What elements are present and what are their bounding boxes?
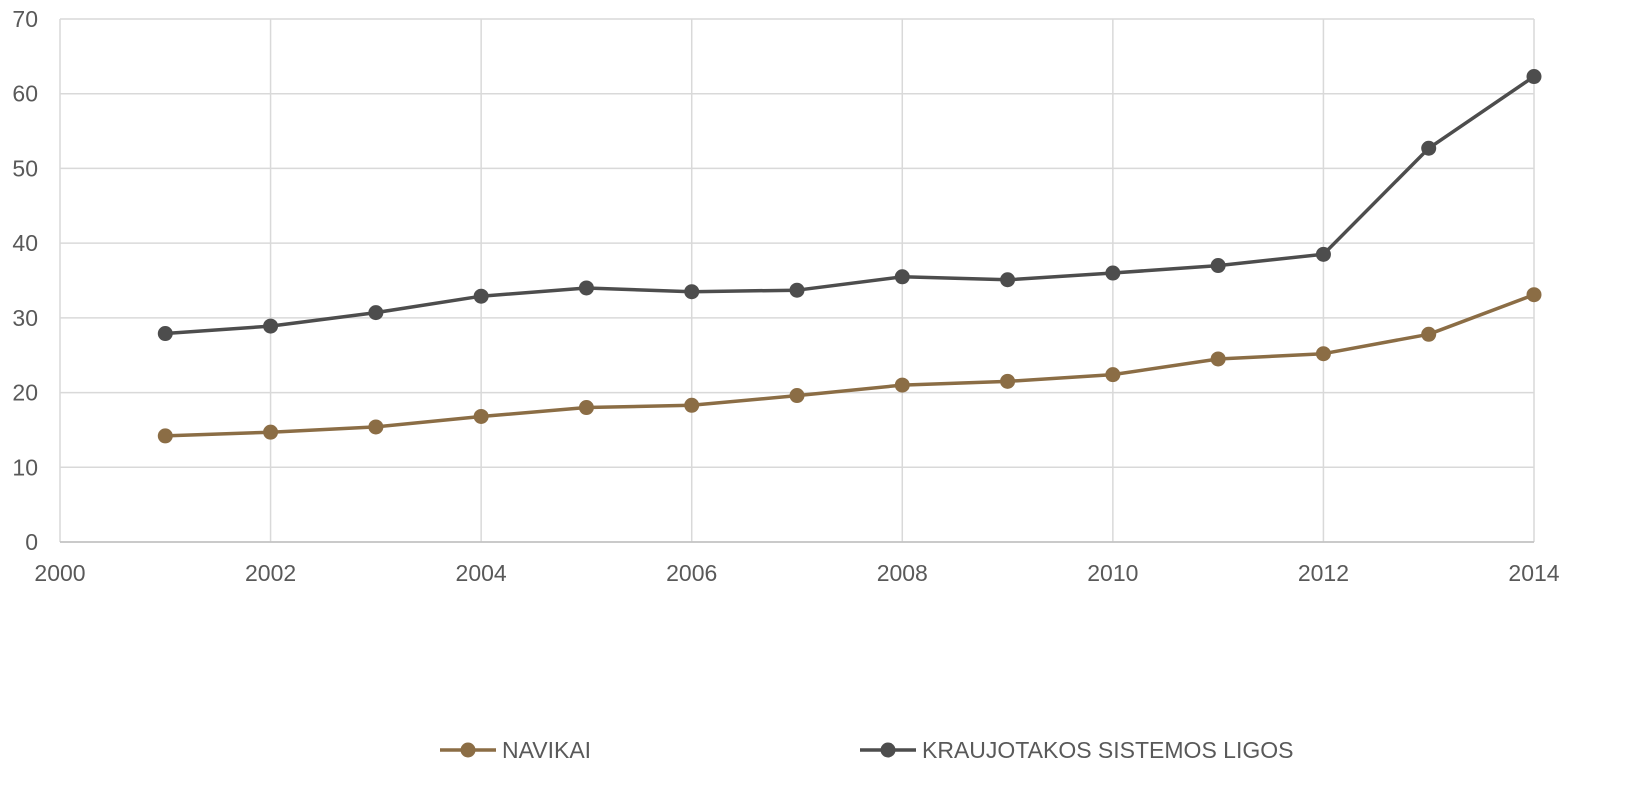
data-point xyxy=(1315,246,1331,262)
data-point xyxy=(578,400,594,416)
y-tick-label: 20 xyxy=(12,380,38,406)
legend-label: KRAUJOTAKOS SISTEMOS LIGOS xyxy=(922,737,1293,763)
data-point xyxy=(789,282,805,298)
data-point xyxy=(1000,272,1016,288)
legend-marker xyxy=(880,742,896,758)
data-point xyxy=(263,318,279,334)
data-point xyxy=(473,408,489,424)
series-lines xyxy=(157,69,1542,444)
data-point xyxy=(894,269,910,285)
y-tick-label: 70 xyxy=(12,6,38,32)
data-point xyxy=(1526,287,1542,303)
axes: 0 10 20 30 40 50 60 70 2000 2002 2004 2006 2008 2010 2… xyxy=(12,6,1559,586)
x-tick-label: 2008 xyxy=(877,560,928,586)
data-point xyxy=(1210,351,1226,367)
y-tick-label: 40 xyxy=(12,230,38,256)
x-tick-label: 2004 xyxy=(456,560,507,586)
legend-item: KRAUJOTAKOS SISTEMOS LIGOS xyxy=(860,737,1293,763)
data-point xyxy=(684,397,700,413)
x-tick-label: 2002 xyxy=(245,560,296,586)
data-point xyxy=(1315,346,1331,362)
data-point xyxy=(1210,258,1226,274)
series-line xyxy=(165,293,1535,438)
y-tick-label: 50 xyxy=(12,155,38,181)
x-tick-label: 2014 xyxy=(1508,560,1559,586)
x-tick-label: 2010 xyxy=(1087,560,1138,586)
series-0 xyxy=(157,287,1542,444)
y-tick-label: 30 xyxy=(12,305,38,331)
data-point xyxy=(263,424,279,440)
y-tick-label: 60 xyxy=(12,81,38,107)
data-point xyxy=(157,428,173,444)
data-point xyxy=(1526,69,1542,85)
data-point xyxy=(1000,373,1016,389)
y-tick-label: 10 xyxy=(12,454,38,480)
data-point xyxy=(1105,265,1121,281)
legend-label: NAVIKAI xyxy=(502,737,591,763)
series-line xyxy=(165,75,1535,336)
data-point xyxy=(1421,140,1437,156)
legend-marker xyxy=(460,742,476,758)
data-point xyxy=(473,288,489,304)
data-point xyxy=(578,280,594,296)
data-point xyxy=(1105,367,1121,383)
data-point xyxy=(368,419,384,435)
data-point xyxy=(1421,326,1437,342)
data-point xyxy=(684,284,700,300)
data-point xyxy=(894,377,910,393)
data-point xyxy=(368,305,384,321)
x-tick-label: 2000 xyxy=(34,560,85,586)
legend: NAVIKAI KRAUJOTAKOS SISTEMOS LIGOS xyxy=(440,737,1293,763)
series-1 xyxy=(157,69,1542,342)
data-point xyxy=(789,388,805,404)
legend-item: NAVIKAI xyxy=(440,737,591,763)
y-tick-label: 0 xyxy=(25,529,38,555)
x-tick-label: 2006 xyxy=(666,560,717,586)
grid xyxy=(59,18,1535,543)
x-tick-label: 2012 xyxy=(1298,560,1349,586)
data-point xyxy=(157,326,173,342)
